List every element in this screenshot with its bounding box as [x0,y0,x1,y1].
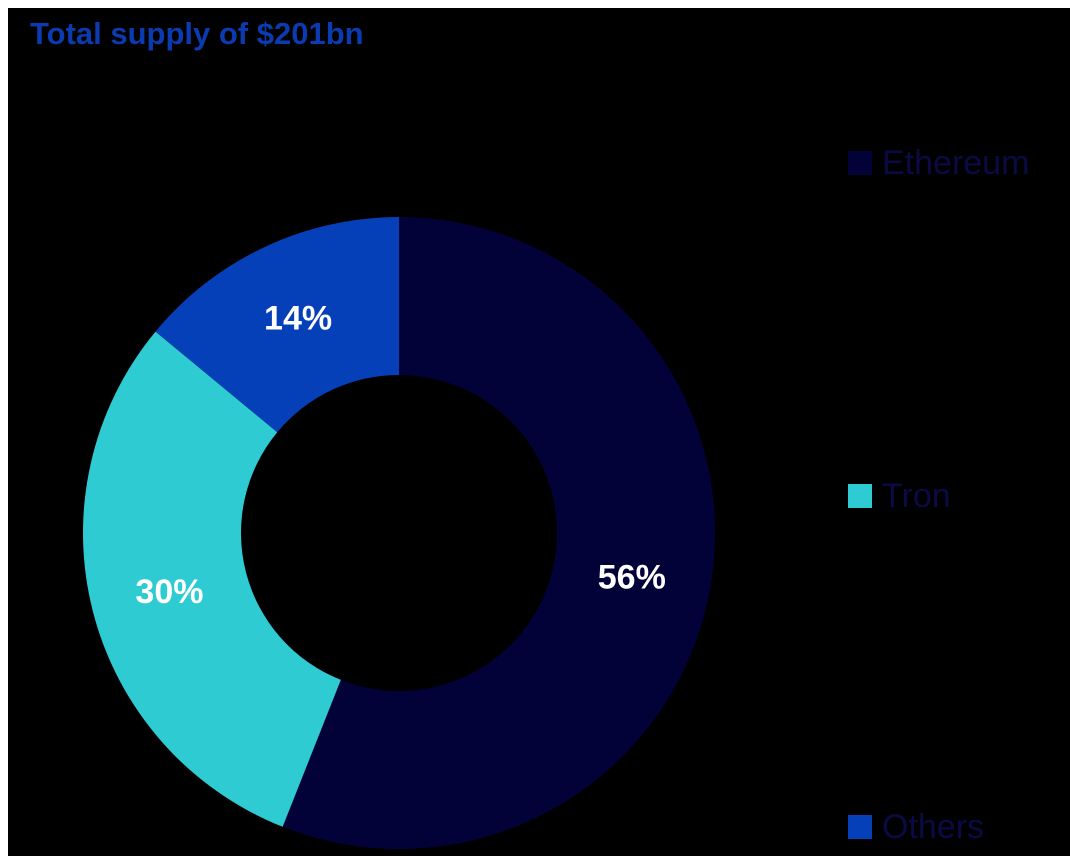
legend-item-tron: Tron [848,476,951,516]
slice-ethereum [282,217,716,850]
legend-label-others: Others [882,808,985,846]
slice-tron [82,331,341,827]
legend-item-others: Others [848,807,984,847]
legend-label-ethereum: Ethereum [882,144,1030,182]
legend-item-ethereum: Ethereum [848,143,1029,183]
data-label-tron: 30% [135,573,203,611]
slice-others [155,217,399,433]
legend-swatch-tron [848,484,872,508]
data-label-others: 14% [264,300,332,338]
data-label-ethereum: 56% [598,558,666,596]
legend-swatch-others [848,815,872,839]
legend-label-tron: Tron [882,477,951,515]
chart-title: Total supply of $201bn [30,16,364,51]
legend-swatch-ethereum [848,151,872,175]
